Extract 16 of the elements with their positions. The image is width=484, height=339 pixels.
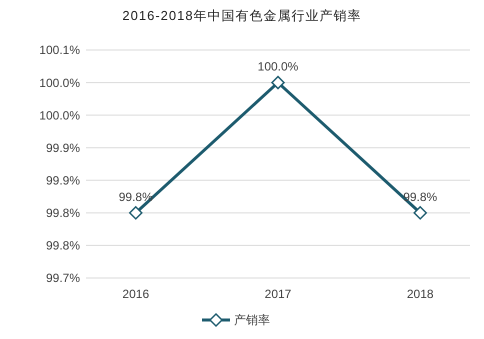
x-tick-label: 2018: [406, 287, 434, 301]
y-tick-label: 100.0%: [39, 76, 80, 90]
y-tick-label: 99.7%: [46, 271, 80, 286]
y-tick-label: 99.8%: [46, 238, 80, 253]
data-label: 99.8%: [118, 190, 154, 204]
x-tick-label: 2017: [264, 287, 292, 301]
y-tick-label: 99.9%: [46, 140, 80, 155]
chart-title: 2016-2018年中国有色金属行业产销率: [122, 8, 362, 23]
y-tick-label: 100.0%: [39, 108, 80, 122]
data-label: 99.8%: [403, 190, 438, 204]
legend-label: 产销率: [234, 313, 270, 328]
data-label: 100.0%: [258, 60, 299, 74]
x-tick-label: 2016: [122, 287, 150, 301]
y-tick-label: 99.8%: [46, 206, 80, 220]
y-tick-label: 100.1%: [39, 43, 80, 58]
y-tick-label: 99.9%: [46, 173, 80, 188]
